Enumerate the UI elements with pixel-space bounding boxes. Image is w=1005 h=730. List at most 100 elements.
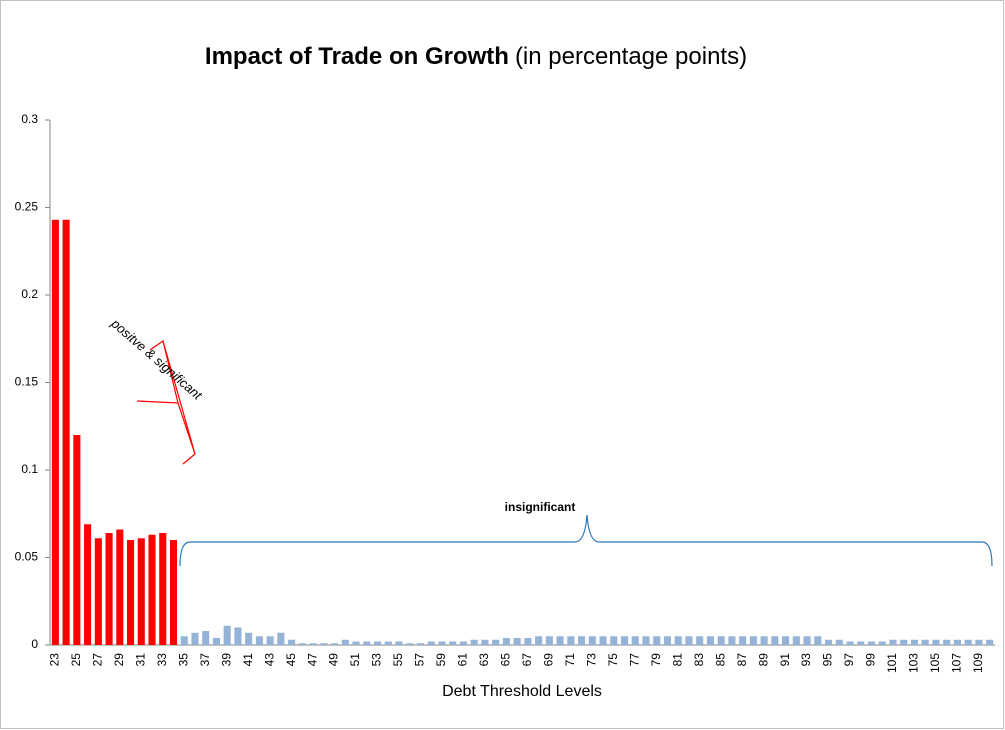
- bar: [234, 627, 242, 645]
- bar: [685, 636, 693, 645]
- bar: [116, 529, 124, 645]
- bar: [717, 636, 725, 645]
- bar: [502, 638, 510, 645]
- x-tick-label: 71: [563, 653, 577, 667]
- x-tick-label: 91: [778, 653, 792, 667]
- bar: [653, 636, 661, 645]
- x-tick-label: 55: [391, 653, 405, 667]
- bar: [846, 641, 854, 645]
- bar: [578, 636, 586, 645]
- x-tick-label: 81: [670, 653, 684, 667]
- bar: [910, 639, 919, 645]
- bar: [406, 643, 414, 645]
- bar: [728, 636, 736, 645]
- bar: [814, 636, 822, 645]
- bar: [255, 636, 263, 645]
- significant-brace: [136, 340, 196, 465]
- bar: [932, 639, 940, 645]
- bar: [148, 534, 156, 645]
- chart-subtitle: (in percentage points): [515, 43, 747, 70]
- bar: [202, 631, 210, 645]
- x-tick-label: 49: [327, 653, 341, 667]
- bar: [513, 638, 521, 645]
- bar: [696, 636, 704, 645]
- x-tick-label: 67: [520, 653, 534, 667]
- bar: [492, 639, 500, 645]
- x-tick-label: 99: [864, 653, 878, 667]
- bar: [341, 639, 349, 645]
- bar: [245, 632, 253, 645]
- bar: [105, 533, 113, 645]
- x-tick-label: 77: [627, 653, 641, 667]
- bar: [427, 641, 435, 645]
- x-tick-label: 75: [606, 653, 620, 667]
- y-tick-label: 0.15: [15, 375, 39, 389]
- bar: [84, 524, 92, 645]
- bar: [943, 639, 951, 645]
- x-tick-label: 63: [477, 653, 491, 667]
- bar: [749, 636, 757, 645]
- chart-title-group: Impact of Trade on Growth (in percentage …: [205, 43, 747, 70]
- bar: [191, 632, 199, 645]
- annotation: insignificant: [505, 500, 576, 514]
- bar: [567, 636, 575, 645]
- bar: [159, 533, 167, 645]
- x-tick-label: 79: [649, 653, 663, 667]
- bar: [782, 636, 790, 645]
- bar: [706, 636, 714, 645]
- x-tick-label: 87: [735, 653, 749, 667]
- bar: [975, 639, 983, 645]
- x-tick-label: 33: [155, 653, 169, 667]
- bar: [309, 643, 317, 645]
- x-tick-label: 45: [284, 653, 298, 667]
- bar: [449, 641, 457, 645]
- bar: [857, 641, 865, 645]
- insignificant-brace: [179, 514, 993, 567]
- x-tick-label: 69: [542, 653, 556, 667]
- x-tick-label: 37: [198, 653, 212, 667]
- bar: [212, 638, 220, 645]
- bar: [94, 538, 102, 645]
- bar: [545, 636, 553, 645]
- x-tick-label: 89: [756, 653, 770, 667]
- bar: [481, 639, 489, 645]
- x-tick-label: 57: [413, 653, 427, 667]
- bar: [610, 636, 618, 645]
- bar: [889, 639, 897, 645]
- x-tick-label: 85: [713, 653, 727, 667]
- chart-title: Impact of Trade on Growth: [205, 43, 509, 70]
- x-tick-label: 35: [176, 653, 190, 667]
- bar: [288, 639, 296, 645]
- bar: [395, 641, 403, 645]
- bar: [900, 639, 908, 645]
- bar: [352, 641, 360, 645]
- bar: [556, 636, 564, 645]
- bar: [223, 625, 231, 645]
- x-tick-label: 97: [842, 653, 856, 667]
- bar: [792, 636, 800, 645]
- bar: [331, 643, 339, 645]
- bar: [642, 636, 650, 645]
- bar: [953, 639, 961, 645]
- bar: [964, 639, 972, 645]
- x-tick-label: 51: [348, 653, 362, 667]
- y-tick-label: 0.25: [15, 200, 39, 214]
- bar: [867, 641, 876, 645]
- bar: [277, 632, 285, 645]
- bar: [51, 219, 59, 645]
- bar: [320, 643, 328, 645]
- bar: [631, 636, 639, 645]
- bar: [620, 636, 629, 645]
- x-tick-label: 107: [950, 653, 964, 673]
- bar: [921, 639, 929, 645]
- bar: [459, 641, 467, 645]
- x-tick-label: 65: [499, 653, 513, 667]
- x-tick-label: 101: [885, 653, 899, 673]
- bar: [663, 636, 672, 645]
- x-tick-label: 103: [907, 653, 921, 673]
- bar: [298, 643, 306, 645]
- bar: [384, 641, 392, 645]
- x-tick-label: 25: [69, 653, 83, 667]
- bar: [416, 643, 425, 645]
